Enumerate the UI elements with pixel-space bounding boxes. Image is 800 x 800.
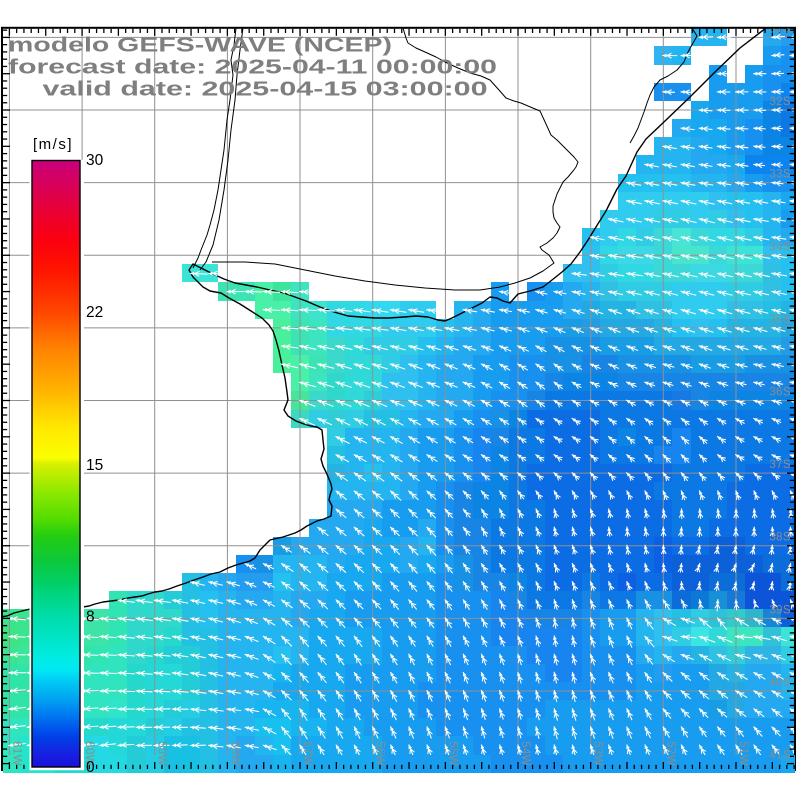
svg-text:52W: 52W (664, 741, 676, 766)
svg-text:31S: 31S (769, 23, 791, 35)
svg-text:37S: 37S (769, 459, 791, 471)
svg-text:34S: 34S (769, 241, 791, 253)
svg-text:39S: 39S (769, 604, 791, 616)
svg-text:35S: 35S (769, 314, 791, 326)
svg-text:57W: 57W (301, 741, 313, 766)
svg-text:41S: 41S (769, 750, 791, 762)
svg-text:0: 0 (86, 759, 95, 776)
svg-text:8: 8 (86, 609, 95, 626)
svg-text:15: 15 (86, 457, 103, 474)
svg-text:53W: 53W (592, 741, 604, 766)
svg-text:58W: 58W (228, 741, 240, 766)
svg-text:61W: 61W (10, 741, 22, 766)
svg-text:modelo GEFS-WAVE (NCEP): modelo GEFS-WAVE (NCEP) (8, 34, 392, 57)
svg-text:54W: 54W (519, 741, 531, 766)
svg-text:36S: 36S (769, 387, 791, 399)
svg-text:56W: 56W (374, 741, 386, 766)
svg-text:38S: 38S (769, 532, 791, 544)
svg-text:30: 30 (86, 152, 104, 169)
svg-text:51W: 51W (737, 741, 749, 766)
svg-text:valid date: 2025-04-15 03:00:0: valid date: 2025-04-15 03:00:00 (43, 78, 488, 101)
svg-text:55W: 55W (446, 741, 458, 766)
svg-text:59W: 59W (156, 741, 168, 766)
svg-text:60W: 60W (83, 741, 95, 766)
svg-text:32S: 32S (769, 96, 791, 108)
svg-text:[m/s]: [m/s] (33, 136, 73, 153)
svg-text:22: 22 (86, 304, 103, 321)
svg-text:forecast date: 2025-04-11 00:0: forecast date: 2025-04-11 00:00:00 (8, 56, 497, 79)
svg-text:40S: 40S (769, 677, 791, 689)
svg-text:33S: 33S (769, 169, 791, 181)
